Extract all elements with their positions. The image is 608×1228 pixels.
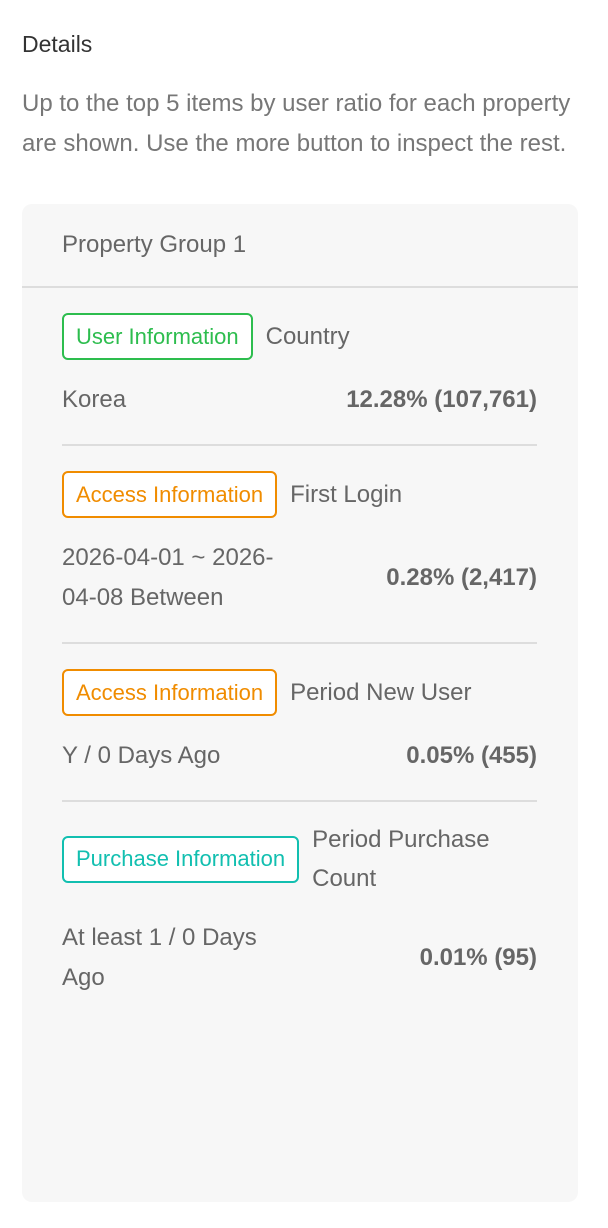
property-item: User Information Country Korea 12.28% (1… xyxy=(62,288,537,446)
property-row: Korea 12.28% (107,761) xyxy=(62,380,537,420)
property-list: User Information Country Korea 12.28% (1… xyxy=(22,288,578,1022)
property-row: 2026-04-01 ~ 2026-04-08 Between 0.28% (2… xyxy=(62,538,537,618)
property-name: First Login xyxy=(290,481,403,508)
property-header: Access Information First Login xyxy=(62,471,537,518)
property-group-card: Property Group 1 User Information Countr… xyxy=(22,204,578,1202)
property-value-label: Y / 0 Days Ago xyxy=(62,742,221,769)
property-row: At least 1 / 0 Days Ago 0.01% (95) xyxy=(62,918,537,998)
property-header: Purchase Information Period Purchase Cou… xyxy=(62,820,537,898)
property-value-label: Korea xyxy=(62,386,127,413)
category-tag: Access Information xyxy=(62,471,278,518)
property-row: Y / 0 Days Ago 0.05% (455) xyxy=(62,736,537,776)
user-ratio: 0.01% (95) xyxy=(419,944,537,971)
property-value-label: 2026-04-01 ~ 2026-04-08 Between xyxy=(62,544,274,611)
user-ratio: 12.28% (107,761) xyxy=(346,386,537,413)
category-tag: Purchase Information xyxy=(62,835,300,883)
category-tag: Access Information xyxy=(62,669,278,716)
user-ratio: 0.28% (2,417) xyxy=(386,564,537,591)
property-header: User Information Country xyxy=(62,313,537,360)
group-title: Property Group 1 xyxy=(22,204,578,288)
property-item: Access Information First Login 2026-04-0… xyxy=(62,446,537,644)
category-tag: User Information xyxy=(62,313,253,360)
property-item: Access Information Period New User Y / 0… xyxy=(62,644,537,802)
property-header: Access Information Period New User xyxy=(62,669,537,716)
property-item: Purchase Information Period Purchase Cou… xyxy=(62,802,537,1022)
user-ratio: 0.05% (455) xyxy=(406,742,537,769)
property-value-label: At least 1 / 0 Days Ago xyxy=(62,924,257,991)
property-name: Period Purchase Count xyxy=(312,826,490,892)
property-name: Country xyxy=(265,323,350,350)
section-title: Details xyxy=(22,31,93,57)
intro-text: Up to the top 5 items by user ratio for … xyxy=(22,90,571,157)
property-name: Period New User xyxy=(290,679,472,706)
